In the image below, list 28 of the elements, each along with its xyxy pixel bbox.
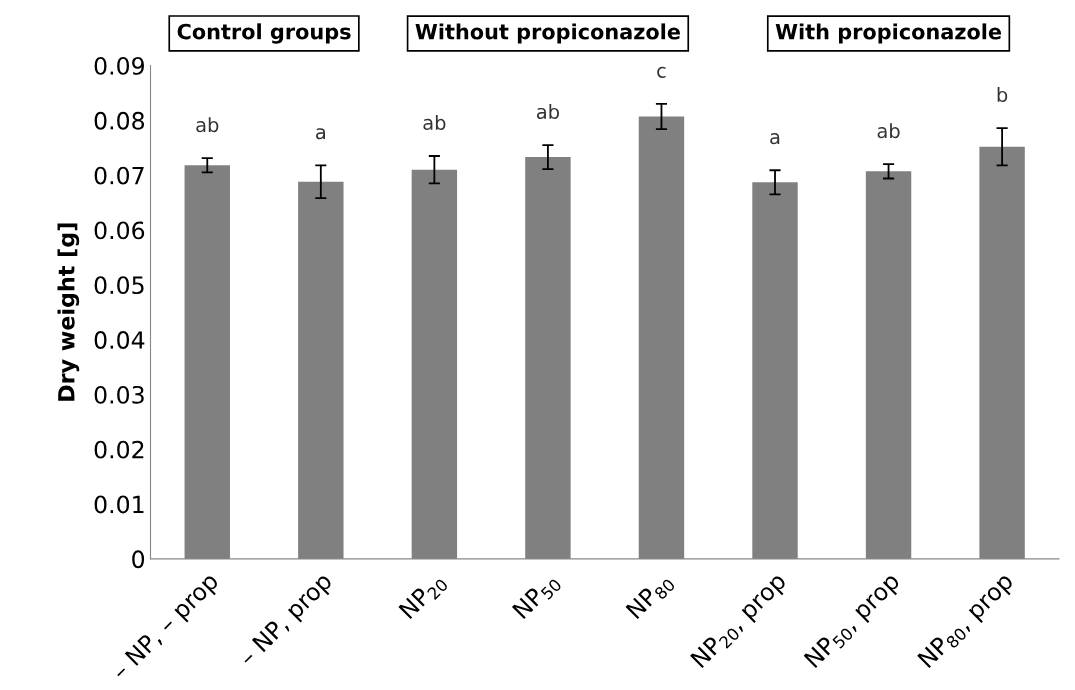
text: Without propiconazole — [415, 23, 680, 44]
annotation: c — [657, 66, 666, 78]
y-tick-label: 0.02 — [94, 440, 144, 459]
annotation: ab — [877, 123, 900, 139]
text: Control groups — [177, 23, 351, 44]
y-tick-label: 0 — [132, 550, 145, 569]
annotation: ab — [423, 114, 446, 131]
x-tick-label: NP$_{80}$ — [625, 571, 676, 623]
x-tick-label: NP$_{50}$ — [511, 571, 563, 623]
x-tick-label: NP$_{20}$, prop — [690, 571, 791, 672]
annotation: a — [770, 133, 780, 145]
x-tick-label: NP$_{80}$, prop — [917, 571, 1018, 672]
annotation: b — [997, 87, 1008, 103]
y-tick-label: 0.05 — [94, 276, 144, 295]
y-axis-title: Dry weight [g] — [57, 223, 80, 401]
y-tick-label: 0.08 — [94, 111, 145, 130]
annotation: a — [316, 128, 326, 140]
annotation: ab — [196, 117, 219, 133]
y-tick-label: 0.04 — [94, 331, 145, 349]
y-tick-label: 0.06 — [94, 221, 145, 240]
x-tick-label: NP$_{20}$ — [398, 571, 449, 623]
y-tick-label: 0.01 — [94, 495, 144, 514]
annotation: ab — [536, 103, 559, 120]
y-tick-label: 0.03 — [94, 385, 144, 404]
x-tick-label: NP$_{50}$, prop — [803, 571, 904, 672]
y-tick-label: 0.09 — [94, 57, 144, 75]
y-tick-label: 0.07 — [94, 166, 144, 185]
text: With propiconazole — [775, 23, 1002, 44]
